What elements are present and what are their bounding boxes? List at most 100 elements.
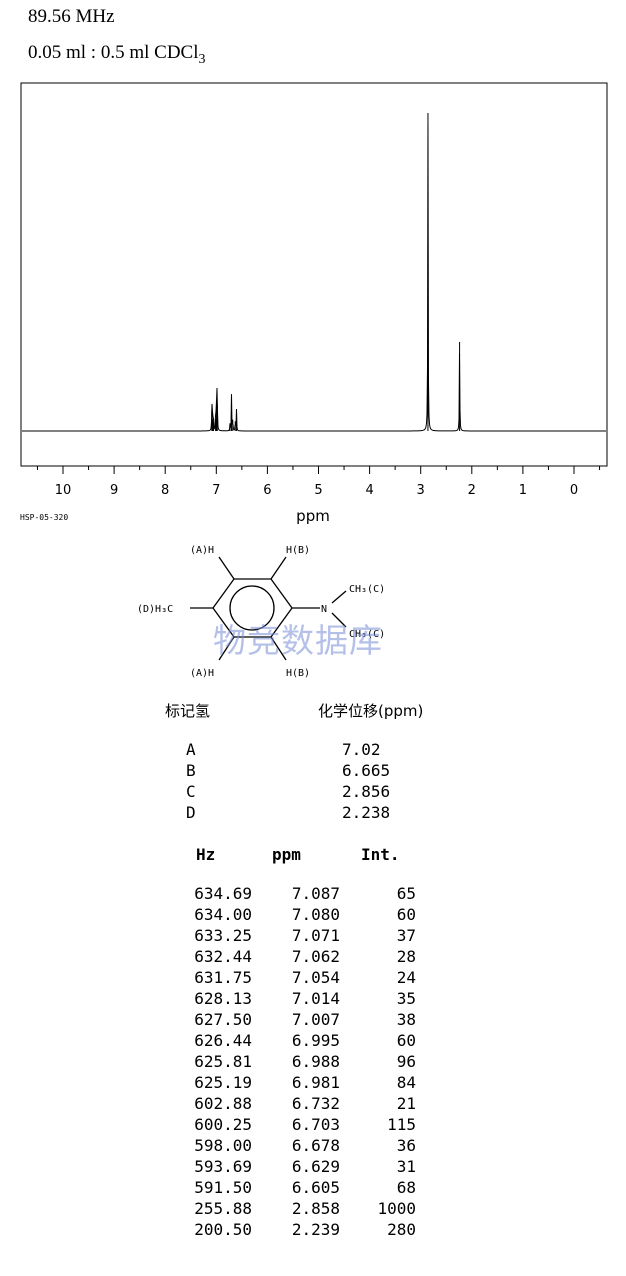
x-tick-label: 0 (570, 483, 578, 498)
peak-table-row: 591.50 6.605 68 (0, 1178, 626, 1199)
peak-table-row: 628.13 7.014 35 (0, 989, 626, 1010)
x-tick-label: 10 (55, 483, 72, 498)
assignment-label: C (186, 782, 196, 801)
peak-table-row: 255.88 2.858 1000 (0, 1199, 626, 1220)
peak-table-row: 602.88 6.732 21 (0, 1094, 626, 1115)
watermark: 物竞数据库 (213, 621, 383, 660)
peak-ppm: 7.071 (291, 926, 340, 945)
label-ch3-c-top: CH₃(C) (349, 584, 385, 595)
peak-table-row: 633.25 7.071 37 (0, 926, 626, 947)
peak-intensity: 21 (396, 1094, 416, 1113)
peak-ppm: 6.678 (291, 1136, 340, 1155)
peak-hz: 631.75 (194, 968, 252, 987)
x-axis-ticks (36, 466, 601, 474)
peak-table-row: 632.44 7.062 28 (0, 947, 626, 968)
peak-table-row: 626.44 6.995 60 (0, 1031, 626, 1052)
peak-ppm: 6.981 (291, 1073, 340, 1092)
label-n: N (321, 604, 327, 615)
peak-hz: 634.69 (194, 884, 252, 903)
peak-intensity: 38 (396, 1010, 416, 1029)
label-ch3-c-bottom: CH₃(C) (349, 629, 385, 640)
peak-intensity: 65 (396, 884, 416, 903)
peak-ppm: 6.703 (291, 1115, 340, 1134)
peak-table-row: 200.50 2.239 280 (0, 1220, 626, 1241)
bond-c6-ha-bottom (218, 636, 235, 661)
spectrum-trace (22, 124, 606, 432)
peak-intensity: 37 (396, 926, 416, 945)
x-tick-label: 4 (365, 483, 373, 498)
molecule-structure: (A)H H(B) CH₃(C) (D)H₃C N CH₃(C) (A)H H(… (137, 545, 385, 679)
peak-marks (211, 113, 461, 431)
peak-hz: 598.00 (194, 1136, 252, 1155)
peak-hz: 632.44 (194, 947, 252, 966)
assignment-shift: 6.665 (342, 761, 391, 780)
x-tick-label: 7 (212, 483, 220, 498)
bond-c2-ha-top (218, 556, 235, 580)
solvent-subscript: 3 (198, 52, 206, 67)
peak-ppm: 6.605 (291, 1178, 340, 1197)
assignment-row: D 2.238 (0, 803, 626, 824)
assignment-label: B (186, 761, 196, 780)
peak-table-row: 634.69 7.087 65 (0, 884, 626, 905)
peak-table-header-ppm: ppm (272, 845, 301, 864)
x-axis-label: ppm (296, 507, 330, 525)
label-b-bottom: H(B) (286, 668, 310, 679)
peak-ppm: 6.732 (291, 1094, 340, 1113)
bond-c3-hb-top (270, 556, 287, 580)
peak-table-header-hz: Hz (196, 845, 216, 864)
assignment-shift: 7.02 (342, 740, 381, 759)
x-tick-label: 1 (519, 483, 527, 498)
peak-intensity: 96 (396, 1052, 416, 1071)
peak-table-row: 625.19 6.981 84 (0, 1073, 626, 1094)
peak-hz: 626.44 (194, 1031, 252, 1050)
assignment-shift: 2.238 (342, 803, 391, 822)
peak-hz: 200.50 (194, 1220, 252, 1239)
peak-table-row: 631.75 7.054 24 (0, 968, 626, 989)
assignment-label: D (186, 803, 196, 822)
label-a-top: (A)H (190, 545, 214, 556)
peak-hz: 600.25 (194, 1115, 252, 1134)
peak-table-row: 625.81 6.988 96 (0, 1052, 626, 1073)
peak-hz: 627.50 (194, 1010, 252, 1029)
peak-hz: 633.25 (194, 926, 252, 945)
label-b-top: H(B) (286, 545, 310, 556)
plot-frame (20, 82, 608, 467)
peak-intensity: 1000 (377, 1199, 416, 1218)
bond-n-ch3-bottom (331, 612, 347, 628)
peak-ppm: 6.988 (291, 1052, 340, 1071)
bond-n-ch3-top (331, 590, 347, 604)
spectrometer-frequency: 89.56 MHz (28, 6, 115, 27)
peak-hz: 591.50 (194, 1178, 252, 1197)
peak-table-header-int: Int. (361, 845, 400, 864)
assignment-label: A (186, 740, 196, 759)
x-tick-label: 3 (417, 483, 425, 498)
peak-ppm: 7.054 (291, 968, 340, 987)
x-axis-tick-labels: 10 9 8 7 6 5 4 3 2 1 0 (55, 483, 578, 498)
x-tick-label: 9 (110, 483, 118, 498)
assignment-row: B 6.665 (0, 761, 626, 782)
assignment-shift: 2.856 (342, 782, 391, 801)
peak-table-row: 593.69 6.629 31 (0, 1157, 626, 1178)
peak-ppm: 7.062 (291, 947, 340, 966)
assignment-shift-header: 化学位移(ppm) (318, 702, 424, 720)
peak-ppm: 2.858 (291, 1199, 340, 1218)
peak-hz: 625.81 (194, 1052, 252, 1071)
solvent-info: 0.05 ml : 0.5 ml CDCl3 (28, 42, 206, 68)
peak-ppm: 7.014 (291, 989, 340, 1008)
peak-intensity: 36 (396, 1136, 416, 1155)
x-tick-label: 8 (161, 483, 169, 498)
assignment-label-header: 标记氢 (165, 702, 211, 720)
x-tick-label: 6 (263, 483, 271, 498)
peak-intensity: 84 (396, 1073, 416, 1092)
peak-hz: 625.19 (194, 1073, 252, 1092)
assignment-row: A 7.02 (0, 740, 626, 761)
peak-intensity: 280 (387, 1220, 416, 1239)
peak-ppm: 7.007 (291, 1010, 340, 1029)
peak-hz: 634.00 (194, 905, 252, 924)
peak-intensity: 68 (396, 1178, 416, 1197)
label-a-bottom: (A)H (190, 668, 214, 679)
peak-ppm: 6.995 (291, 1031, 340, 1050)
peak-intensity: 35 (396, 989, 416, 1008)
peak-table-row: 598.00 6.678 36 (0, 1136, 626, 1157)
peak-intensity: 24 (396, 968, 416, 987)
